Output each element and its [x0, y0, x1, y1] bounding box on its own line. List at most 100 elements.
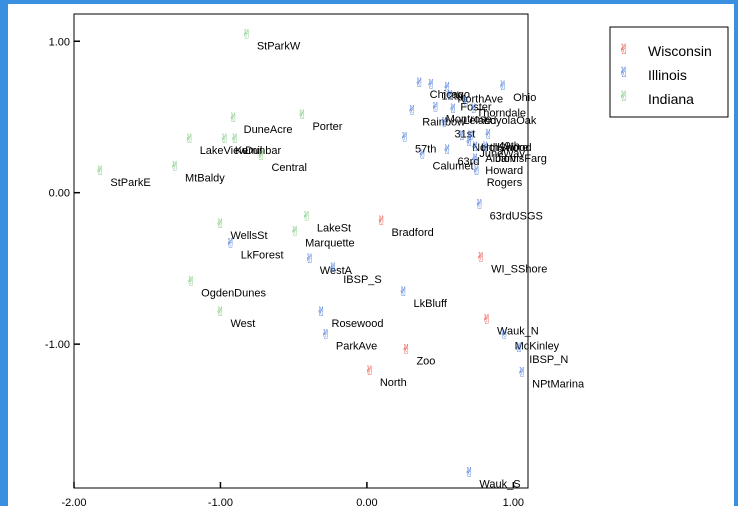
point-marker-illinois: ✌ [445, 87, 456, 102]
point-label: 12th [441, 91, 462, 103]
point-marker-indiana: ✌ [241, 27, 252, 42]
point-marker-illinois: ✌ [471, 163, 482, 178]
point-label: LakeView [200, 145, 248, 157]
point-marker-illinois: ✌ [498, 78, 509, 93]
legend-item-wisconsin: ✌ Wisconsin [618, 41, 712, 59]
point-marker-illinois: ✌ [483, 127, 494, 142]
point-marker-indiana: ✌ [215, 216, 226, 231]
point-marker-wisconsin: ✌ [376, 213, 387, 228]
point-label: NPtMarina [532, 378, 585, 390]
point-label: MtBaldy [185, 172, 225, 184]
legend-marker-indiana: ✌ [618, 88, 630, 104]
legend-label-wisconsin: Wisconsin [648, 43, 712, 59]
point-marker-illinois: ✌ [414, 75, 425, 90]
point-label: WestA [320, 265, 353, 277]
point-label: LkForest [241, 250, 284, 262]
point-label: Wauk_N [497, 325, 539, 337]
point-marker-illinois: ✌ [517, 364, 528, 379]
point-marker-illinois: ✌ [430, 99, 441, 114]
point-label: Chicago [430, 89, 470, 101]
x-tick-label: 0.00 [356, 497, 377, 509]
point-label: Albion [485, 153, 516, 165]
point-marker-illinois: ✌ [304, 251, 315, 266]
scatter-plot: -2.00 -1.00 0.00 1.00 1.00 0.00 -1.00 ✌ Bradfor… [45, 13, 729, 509]
point-marker-indiana: ✌ [256, 148, 267, 163]
point-marker-illinois: ✌ [464, 464, 475, 479]
point-marker-wisconsin: ✌ [401, 342, 412, 357]
point-label: WellsSt [230, 230, 267, 242]
legend-box [609, 26, 729, 118]
point-label: WI_SShore [491, 263, 547, 275]
point-label: StParkW [257, 41, 301, 53]
point-label: Zoo [416, 356, 435, 368]
point-marker-illinois: ✌ [407, 102, 418, 117]
point-marker-wisconsin: ✌ [364, 363, 375, 378]
y-tick-label: 0.00 [49, 188, 70, 200]
point-label: 63rdUSGS [490, 210, 543, 222]
point-marker-indiana: ✌ [290, 224, 301, 239]
point-label: Howard [485, 165, 523, 177]
point-marker-indiana: ✌ [228, 110, 239, 125]
point-marker-illinois: ✌ [439, 115, 450, 130]
point-marker-illinois: ✌ [400, 130, 411, 145]
point-label: StParkE [110, 177, 150, 189]
legend-item-indiana: ✌ Indiana [618, 88, 694, 107]
point-marker-indiana: ✌ [219, 131, 230, 146]
point-label: Porter [312, 121, 342, 133]
point-marker-wisconsin: ✌ [476, 249, 487, 264]
point-marker-illinois: ✌ [316, 304, 327, 319]
point-marker-illinois: ✌ [457, 128, 468, 143]
point-marker-indiana: ✌ [95, 163, 106, 178]
point-label: NorthAve [457, 94, 503, 106]
point-label: Calumet [433, 160, 474, 172]
point-label: OgdenDunes [201, 288, 266, 300]
point-label: Rogers [487, 177, 523, 189]
point-label: Kemil [235, 145, 263, 157]
point-label: Thorndale [476, 107, 526, 119]
point-marker-indiana: ✌ [170, 158, 181, 173]
point-marker-illinois: ✌ [417, 146, 428, 161]
point-marker-illinois: ✌ [470, 151, 481, 166]
point-marker-wisconsin: ✌ [482, 311, 493, 326]
point-label: JuneWay [479, 148, 525, 160]
x-tick-label: -2.00 [61, 497, 86, 509]
point-marker-illinois: ✌ [328, 260, 339, 275]
point-marker-illinois: ✌ [398, 284, 409, 299]
point-label: ParkAve [336, 341, 377, 353]
point-marker-illinois: ✌ [468, 101, 479, 116]
point-label: LkBluff [414, 298, 448, 310]
point-label: NorthShore [472, 142, 528, 154]
legend-item-illinois: ✌ Illinois [618, 64, 687, 83]
point-marker-illinois: ✌ [465, 128, 476, 143]
x-tick-label: -1.00 [208, 497, 233, 509]
point-marker-indiana: ✌ [184, 131, 195, 146]
point-label: LakeSt [317, 222, 351, 234]
point-label: Central [271, 162, 306, 174]
point-marker-illinois: ✌ [442, 80, 453, 95]
point-label: IBSP_N [529, 354, 568, 366]
point-marker-illinois: ✌ [499, 327, 510, 342]
point-label: 31st [455, 129, 476, 141]
y-tick-label: -1.00 [45, 339, 70, 351]
point-label: Rosewood [332, 318, 384, 330]
point-marker-indiana: ✌ [301, 208, 312, 223]
point-label: DuneAcre [244, 124, 293, 136]
point-marker-illinois: ✌ [426, 77, 437, 92]
point-label: Hollywood [481, 142, 532, 154]
point-marker-illinois: ✌ [474, 196, 485, 211]
point-label: 57th [415, 144, 436, 156]
point-label: JarvisFarg [496, 153, 547, 165]
legend-label-indiana: Indiana [648, 91, 694, 107]
point-label: Marquette [305, 238, 355, 250]
point-label: Rainbow [422, 116, 465, 128]
plot-area-border [73, 13, 529, 489]
point-marker-indiana: ✌ [186, 274, 197, 289]
point-label: IBSP_S [343, 274, 382, 286]
point-label: Dunbar [245, 145, 281, 157]
point-label: LoyolaOak [484, 115, 537, 127]
point-marker-indiana: ✌ [215, 304, 226, 319]
point-marker-illinois: ✌ [442, 142, 453, 157]
legend-marker-wisconsin: ✌ [618, 41, 630, 57]
data-points: ✌Bradford✌WI_SShore✌Wauk_N✌Zoo✌North✌Chi… [95, 27, 585, 491]
